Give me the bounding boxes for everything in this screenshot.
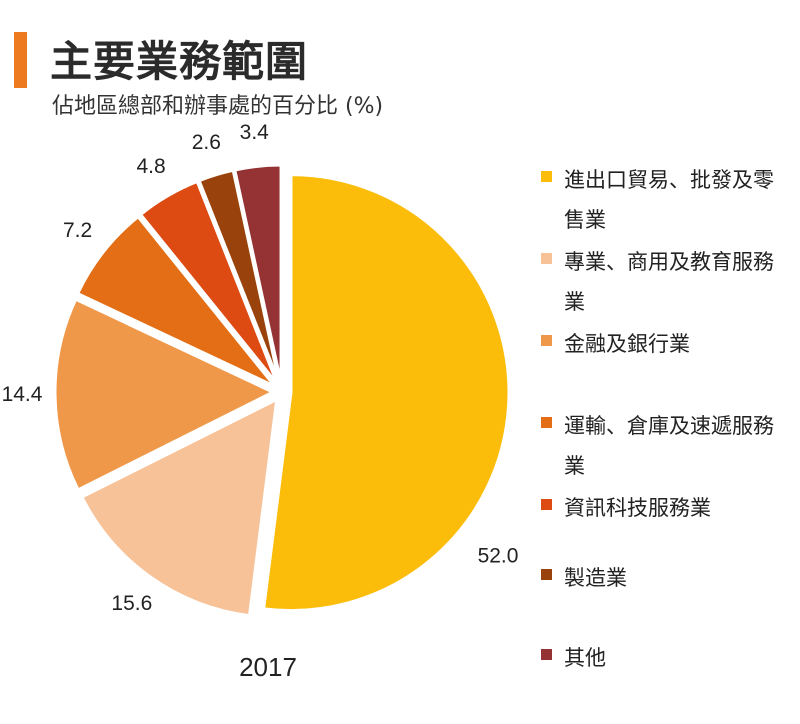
slice-value-label-1: 15.6 (111, 592, 152, 615)
legend-item-0: 進出口貿易、批發及零售業 (541, 160, 794, 240)
slice-value-label-0: 52.0 (478, 545, 519, 568)
legend-swatch-5 (541, 569, 552, 580)
legend-swatch-2 (541, 335, 552, 346)
title-accent-bar (14, 32, 27, 88)
legend-item-6: 其他 (541, 638, 794, 678)
legend-swatch-4 (541, 499, 552, 510)
legend-label-0: 進出口貿易、批發及零售業 (564, 168, 774, 232)
chart-subtitle: 佔地區總部和辦事處的百分比 (%) (52, 94, 384, 119)
chart-title: 主要業務範圍 (50, 37, 309, 86)
pie-slice-3 (75, 214, 277, 388)
legend-swatch-3 (541, 417, 552, 428)
legend-item-2: 金融及銀行業 (541, 324, 794, 364)
pie-slice-0 (261, 173, 511, 613)
year-label: 2017 (239, 652, 297, 682)
pie-slice-1 (79, 396, 279, 618)
legend-item-4: 資訊科技服務業 (541, 488, 794, 528)
legend-label-1: 專業、商用及教育服務業 (564, 250, 774, 314)
pie-slice-5 (197, 168, 281, 384)
legend-label-4: 資訊科技服務業 (564, 496, 711, 520)
legend-item-1: 專業、商用及教育服務業 (541, 242, 794, 322)
legend-label-5: 製造業 (564, 566, 627, 590)
legend-swatch-6 (541, 649, 552, 660)
pie-slice-6 (233, 163, 283, 384)
legend-label-3: 運輸、倉庫及速遞服務業 (564, 414, 774, 478)
slice-value-label-6: 3.4 (240, 121, 270, 144)
legend-item-5: 製造業 (541, 558, 794, 598)
pie-slice-4 (138, 179, 279, 386)
pie-slice-2 (53, 297, 277, 492)
legend-swatch-1 (541, 253, 552, 264)
slice-value-label-5: 2.6 (192, 131, 221, 154)
legend-swatch-0 (541, 171, 552, 182)
slice-value-label-3: 7.2 (63, 219, 92, 242)
legend-label-6: 其他 (564, 646, 606, 670)
pie-value-labels: 52.0 15.6 14.4 7.2 4.8 2.6 3.4 (2, 121, 519, 615)
legend-label-2: 金融及銀行業 (564, 332, 690, 356)
legend-item-3: 運輸、倉庫及速遞服務業 (541, 406, 794, 486)
pie-slices (53, 163, 511, 618)
slice-value-label-2: 14.4 (2, 383, 43, 406)
slice-value-label-4: 4.8 (136, 155, 165, 178)
